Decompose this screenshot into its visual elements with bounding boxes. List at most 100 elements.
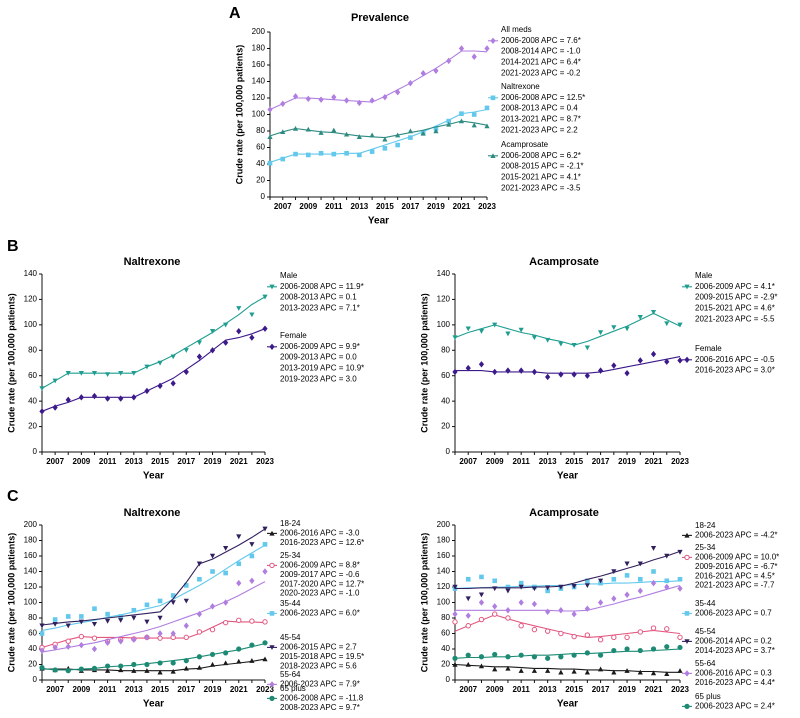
data-point — [664, 358, 670, 365]
x-tick-label: 2015 — [565, 685, 583, 694]
legend-apc-text: 2014-2023 APC = 3.7* — [695, 646, 775, 655]
data-point — [210, 569, 215, 574]
data-point — [637, 576, 643, 582]
data-point — [131, 607, 137, 613]
x-tick-label: 2019 — [427, 202, 445, 211]
data-point — [597, 330, 604, 336]
legend-apc-text: 2015-2018 APC = 19.5* — [280, 652, 364, 661]
y-tick-label: 180 — [252, 44, 266, 53]
data-point — [624, 326, 630, 332]
y-tick-label: 100 — [24, 320, 38, 329]
data-point — [664, 644, 670, 650]
data-point — [209, 603, 216, 610]
data-point — [280, 156, 286, 162]
data-point — [223, 322, 229, 328]
legend-marker — [490, 95, 496, 101]
data-point — [395, 142, 400, 148]
data-point — [558, 669, 564, 675]
data-point — [545, 373, 551, 381]
data-point — [144, 602, 150, 608]
data-point — [52, 404, 58, 411]
data-point — [196, 654, 203, 660]
legend-apc-text: 2016-2021 APC = 4.5* — [695, 571, 775, 580]
data-point — [196, 665, 203, 670]
data-point — [446, 57, 452, 65]
data-point — [196, 610, 203, 618]
legend-apc-text: 2013-2023 APC = 7.1* — [280, 304, 360, 313]
legend-apc-text: 2006-2023 APC = -4.2* — [695, 531, 778, 540]
data-point — [39, 623, 45, 629]
data-point — [52, 378, 58, 384]
legend-title: 65 plus — [695, 692, 721, 701]
data-point — [637, 357, 643, 364]
data-point — [637, 647, 643, 654]
data-point — [518, 599, 524, 606]
legend-apc-text: 2016-2023 APC = 12.6* — [280, 538, 364, 547]
x-tick-label: 2021 — [645, 685, 663, 694]
data-point — [236, 306, 242, 311]
data-point — [484, 45, 490, 52]
data-point — [267, 106, 273, 113]
legend-marker — [269, 284, 275, 290]
data-point — [104, 372, 111, 378]
data-point — [531, 335, 538, 341]
data-point — [157, 669, 163, 675]
data-point — [624, 561, 630, 567]
y-tick-label: 80 — [28, 345, 37, 354]
series-25-34 — [452, 611, 683, 643]
x-tick-label: 2021 — [230, 685, 248, 694]
fit-line — [454, 312, 681, 346]
x-tick-label: 2017 — [592, 685, 610, 694]
data-point — [611, 576, 617, 582]
y-tick-label: 0 — [33, 675, 38, 684]
legend-apc-text: 2006-2008 APC = 6.2* — [501, 151, 581, 160]
data-point — [505, 588, 511, 594]
legend-marker — [269, 611, 275, 616]
data-point — [624, 369, 630, 377]
data-point — [478, 592, 485, 598]
y-tick-label: 120 — [252, 93, 266, 102]
x-axis-title: Year — [143, 471, 164, 482]
data-point — [505, 367, 511, 374]
data-point — [236, 534, 242, 540]
data-point — [91, 622, 98, 627]
data-point — [79, 614, 84, 619]
legend-title: 35-44 — [280, 599, 301, 608]
data-point — [369, 132, 375, 138]
data-point — [343, 97, 350, 104]
data-point — [465, 364, 471, 372]
legend-apc-text: 2006-2008 APC = 11.9* — [280, 282, 364, 291]
data-point — [458, 118, 465, 124]
fit-line — [454, 663, 680, 673]
data-point — [157, 630, 163, 637]
data-point — [452, 610, 458, 618]
data-point — [357, 152, 362, 158]
data-point — [65, 668, 71, 674]
data-point — [92, 606, 97, 611]
data-point — [664, 578, 670, 584]
legend-apc-text: 2021-2023 APC = -0.2 — [501, 68, 581, 77]
data-point — [478, 663, 485, 669]
data-point — [452, 335, 458, 341]
legend-entry: Male 2006-2008 APC = 11.9* 2008-2013 APC =… — [267, 271, 364, 313]
data-point — [624, 591, 630, 598]
x-tick-label: 2019 — [204, 685, 222, 694]
data-point — [293, 151, 298, 157]
y-tick-label: 120 — [437, 295, 451, 304]
y-axis-title: Crude rate (per 100,000 patients) — [234, 45, 244, 185]
data-point — [144, 634, 150, 641]
y-tick-label: 60 — [256, 143, 265, 152]
y-tick-label: 180 — [437, 536, 451, 545]
legend-apc-text: 2021-2023 APC = 2.2 — [501, 125, 578, 134]
data-point — [236, 328, 242, 335]
legend-marker — [269, 562, 275, 569]
data-point — [91, 392, 98, 400]
x-tick-label: 2019 — [618, 685, 636, 694]
data-point — [531, 600, 538, 608]
y-tick-label: 40 — [441, 396, 450, 405]
chart-a: A Prevalence 0 20 40 60 80 100 120 140 160 180 200 20… — [229, 5, 585, 226]
